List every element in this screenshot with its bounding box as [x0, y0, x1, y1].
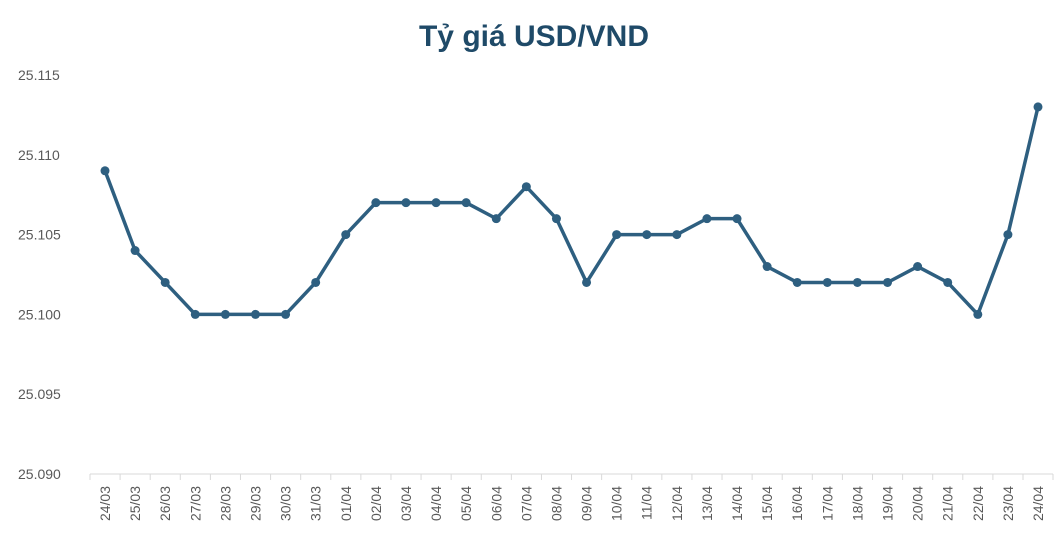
data-point: [822, 277, 832, 287]
y-tick-label: 25.110: [18, 147, 60, 163]
data-point: [401, 198, 411, 208]
x-tick-label: 27/03: [187, 486, 203, 521]
x-tick-label: 13/04: [699, 486, 715, 521]
x-tick-label: 08/04: [548, 486, 564, 521]
x-tick-label: 18/04: [849, 486, 865, 521]
x-tick-label: 05/04: [458, 486, 474, 521]
data-point: [281, 309, 291, 319]
x-tick-label: 01/04: [338, 486, 354, 521]
data-point: [702, 214, 712, 224]
data-point: [491, 214, 501, 224]
data-point: [883, 277, 893, 287]
data-point: [762, 262, 772, 272]
data-point: [973, 309, 983, 319]
x-tick-label: 02/04: [368, 486, 384, 521]
x-tick-label: 30/03: [278, 486, 294, 521]
data-point: [582, 277, 592, 287]
data-point: [521, 182, 531, 192]
x-tick-label: 12/04: [669, 486, 685, 521]
data-point: [311, 277, 321, 287]
data-point: [100, 166, 110, 176]
x-tick-label: 19/04: [880, 486, 896, 521]
x-tick-label: 22/04: [970, 486, 986, 521]
data-point: [341, 230, 351, 240]
x-tick-label: 26/03: [157, 486, 173, 521]
x-axis: 24/03 25/03 26/03 27/03 28/03 29/03 30/03 31/03…: [89, 474, 1054, 521]
x-tick-label: 11/04: [639, 486, 655, 520]
data-point: [943, 277, 953, 287]
x-tick-label: 21/04: [940, 486, 956, 521]
y-tick-label: 25.105: [18, 227, 61, 243]
x-tick-label: 16/04: [789, 486, 805, 521]
data-point: [551, 214, 561, 224]
x-tick-label: 04/04: [428, 486, 444, 521]
x-tick-label: 29/03: [247, 486, 263, 521]
data-point: [250, 309, 260, 319]
x-tick-label: 14/04: [729, 486, 745, 521]
x-tick-label: 15/04: [759, 486, 775, 521]
y-tick-label: 25.115: [18, 67, 60, 83]
y-tick-label: 25.100: [18, 306, 61, 322]
x-tick-label: 25/03: [127, 486, 143, 521]
x-tick-label: 24/03: [97, 486, 113, 521]
data-point: [792, 277, 802, 287]
chart-title: Tỷ giá USD/VND: [419, 20, 649, 53]
data-point: [672, 230, 682, 240]
data-point: [190, 309, 200, 319]
data-point: [461, 198, 471, 208]
x-tick-label: 31/03: [308, 486, 324, 521]
x-tick-label: 23/04: [1000, 486, 1016, 521]
x-tick-label: 24/04: [1030, 486, 1046, 521]
data-point: [130, 246, 140, 256]
x-tick-label: 28/03: [217, 486, 233, 521]
x-tick-label: 07/04: [518, 486, 534, 521]
x-tick-label: 10/04: [609, 486, 625, 521]
data-point: [732, 214, 742, 224]
x-tick-label: 09/04: [579, 486, 595, 521]
data-point: [612, 230, 622, 240]
y-tick-label: 25.090: [18, 466, 61, 482]
data-point: [160, 277, 170, 287]
series-usd-vnd: [100, 102, 1043, 319]
data-point: [642, 230, 652, 240]
x-tick-label: 17/04: [819, 486, 835, 521]
x-tick-label: 03/04: [398, 486, 414, 521]
y-tick-label: 25.095: [18, 386, 61, 402]
x-tick-label: 06/04: [488, 486, 504, 521]
y-axis: 25.090 25.095 25.100 25.105 25.110 25.115: [18, 67, 61, 482]
data-point: [1003, 230, 1013, 240]
data-point: [371, 198, 381, 208]
data-point: [220, 309, 230, 319]
data-point: [852, 277, 862, 287]
data-point: [913, 262, 923, 272]
data-point: [1033, 102, 1043, 112]
series-line: [103, 106, 1040, 317]
x-tick-label: 20/04: [910, 486, 926, 521]
data-point: [431, 198, 441, 208]
